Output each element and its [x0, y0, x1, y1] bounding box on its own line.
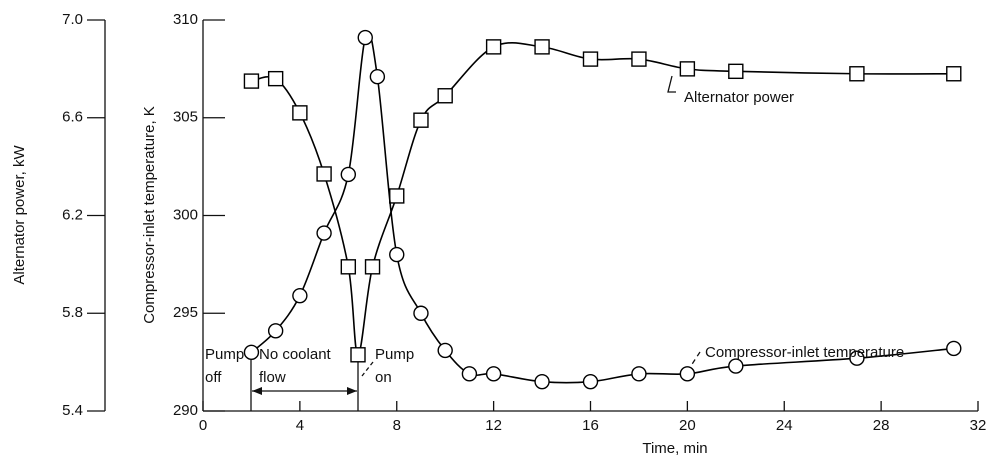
series-label: Alternator power	[684, 89, 794, 106]
x-tick-label: 28	[873, 417, 890, 434]
square-marker	[389, 188, 405, 204]
series-label: Compressor-inlet temperature	[705, 344, 904, 361]
annotation: Pump on	[375, 346, 414, 386]
circle-marker	[534, 373, 550, 390]
y-tick-label: 295	[173, 304, 198, 321]
x-tick-label: 0	[199, 417, 207, 434]
square-marker	[413, 112, 429, 128]
square-marker	[267, 70, 284, 87]
y2-axis-label: Alternator power, kW	[11, 145, 28, 285]
circle-marker	[413, 305, 429, 321]
circle-marker	[631, 366, 647, 382]
leader	[667, 75, 676, 93]
square-marker	[679, 61, 696, 77]
x-tick-label: 20	[679, 417, 696, 434]
y-tick-label: 290	[173, 402, 198, 419]
y-tick-label: 310	[173, 11, 198, 28]
annotation: No coolant flow	[259, 346, 332, 386]
circle-marker	[357, 29, 373, 46]
y2-tick-label: 5.8	[62, 304, 83, 321]
square-marker	[485, 39, 502, 55]
circle-marker	[679, 366, 696, 382]
circle-marker	[437, 342, 453, 359]
x-tick-label: 12	[485, 417, 502, 434]
circle-marker	[292, 287, 308, 304]
x-tick-label: 4	[296, 417, 304, 434]
x-tick-label: 8	[393, 417, 401, 434]
y-tick-label: 300	[173, 206, 198, 223]
annotation: Pump off	[205, 346, 244, 386]
square-marker	[728, 63, 744, 80]
x-tick-label: 16	[582, 417, 599, 434]
y-axis-label: Compressor-inlet temperature, K	[141, 106, 158, 324]
square-marker	[631, 51, 647, 67]
circle-marker	[461, 366, 478, 382]
circle-marker	[946, 340, 962, 357]
leader	[361, 361, 374, 377]
square-marker	[364, 259, 381, 275]
circle-marker	[389, 246, 405, 263]
square-marker	[946, 66, 962, 82]
circle-marker	[849, 350, 865, 366]
square-marker	[316, 166, 332, 182]
square-marker	[534, 39, 550, 55]
y2-tick-label: 6.2	[62, 206, 83, 223]
square-marker	[849, 66, 865, 82]
circle-marker	[243, 344, 260, 361]
square-marker	[243, 73, 260, 89]
x-tick-label: 24	[776, 417, 793, 434]
square-marker	[292, 105, 308, 121]
y2-tick-label: 6.6	[62, 109, 83, 126]
circle-marker	[582, 373, 599, 390]
y2-tick-label: 7.0	[62, 11, 83, 28]
square-marker	[350, 347, 366, 363]
square-marker	[582, 51, 599, 67]
circle-marker	[728, 358, 744, 374]
circle-marker	[340, 166, 357, 183]
y-tick-label: 305	[173, 109, 198, 126]
x-tick-label: 32	[970, 417, 987, 434]
circle-marker	[369, 68, 386, 85]
circle-marker	[267, 323, 284, 339]
circle-marker	[316, 225, 332, 241]
series-line	[250, 30, 954, 384]
y2-tick-label: 5.4	[62, 402, 83, 419]
square-marker	[437, 88, 453, 104]
circle-marker	[485, 366, 502, 382]
x-axis-label: Time, min	[642, 440, 707, 457]
series-line	[251, 41, 954, 356]
square-marker	[340, 259, 357, 275]
